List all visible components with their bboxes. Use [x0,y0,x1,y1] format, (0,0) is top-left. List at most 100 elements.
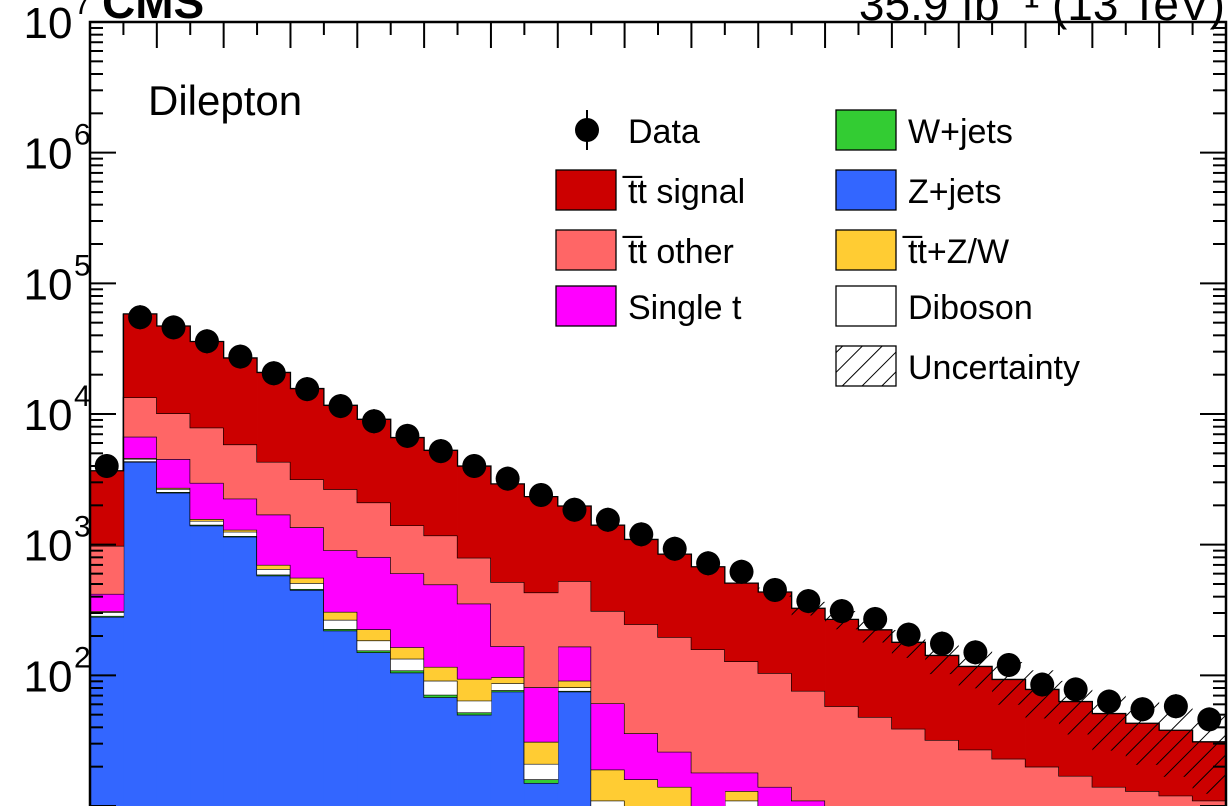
bar-zjets-4 [223,536,258,806]
bar-dib-14 [557,687,592,691]
data-point-28 [1030,672,1055,697]
data-point-12 [495,466,520,491]
bar-ttoth-9 [390,525,425,574]
legend-label-zjets: Z+jets [908,173,1002,211]
bar-ttzw-6 [290,577,325,584]
bar-ttsig-16 [624,539,659,625]
bar-ttoth-5 [257,461,291,515]
data-point-19 [729,559,754,584]
bar-zjets-7 [323,630,358,806]
bar-ttoth-1 [123,397,158,437]
bar-ttoth-32 [1159,795,1193,806]
y-tick-label-4: 10 [24,391,73,440]
bar-ttoth-28 [1025,766,1060,806]
bar-ttoth-17 [658,637,692,752]
bar-ttoth-24 [891,728,926,806]
data-point-23 [863,606,888,631]
data-point-1 [128,305,153,330]
data-point-10 [428,439,453,464]
bar-dib-10 [424,680,458,695]
bar-ttsig-5 [257,372,291,462]
bar-zjets-12 [490,691,525,806]
y-tick-label-6: 10 [24,130,73,179]
bar-ttzw-13 [524,741,559,764]
bar-dib-15 [591,800,625,806]
bar-wjets-7 [323,629,358,631]
data-point-0 [94,454,119,478]
bar-ttoth-2 [156,413,191,460]
data-point-7 [328,394,353,419]
bar-ttoth-18 [691,649,726,773]
bar-ttzw-16 [624,779,659,806]
bar-single-14 [557,646,592,681]
bar-single-19 [724,772,759,792]
bar-single-12 [490,646,525,678]
y-tick-label-7: 10 [24,0,73,48]
bar-dib-9 [390,658,425,671]
bar-ttoth-13 [524,592,559,688]
bar-ttoth-20 [758,673,793,787]
bar-ttzw-15 [591,769,625,801]
bar-wjets-12 [490,690,525,692]
bar-ttoth-25 [925,739,960,806]
data-points [94,305,1222,732]
bar-single-17 [658,751,692,787]
data-point-29 [1063,677,1088,702]
legend-box-wjets [835,109,897,151]
legend-box-ttzw [835,229,897,271]
legend-label-unc: Uncertainty [908,349,1080,387]
y-tick-label-2: 10 [24,652,73,701]
bar-zjets-3 [190,525,225,806]
bar-single-8 [357,556,392,630]
bar-zjets-8 [357,652,392,806]
bar-dib-6 [290,583,325,589]
bar-ttoth-4 [223,444,258,499]
y-tick-label-exp-2: 2 [74,641,91,674]
bar-single-0 [90,593,124,612]
bar-ttzw-19 [724,791,759,801]
bar-ttoth-10 [424,535,458,585]
bar-single-11 [457,603,492,679]
bar-dib-2 [156,488,191,492]
data-point-27 [996,652,1021,677]
category-label: Dilepton [148,77,302,124]
bar-ttoth-15 [591,610,625,704]
y-tick-label-exp-7: 7 [74,0,91,21]
bar-ttzw-3 [190,519,225,521]
bar-dib-1 [123,458,158,462]
bar-ttzw-12 [490,677,525,684]
y-tick-label-exp-6: 6 [74,119,91,152]
bar-ttoth-6 [290,479,325,528]
bar-zjets-9 [390,672,425,806]
bar-ttoth-0 [90,545,124,594]
bar-ttsig-13 [524,496,559,593]
data-point-26 [963,640,988,665]
legend-label-ttzw: t̅t+Z/W [902,233,1009,271]
bar-ttsig-22 [825,619,859,707]
bar-ttsig-21 [791,608,826,691]
data-point-6 [295,377,320,402]
legend-box-ttsig [555,169,617,211]
bar-ttoth-30 [1092,786,1127,806]
bar-dib-5 [257,569,291,575]
bar-zjets-1 [123,461,158,806]
bar-ttoth-23 [858,716,893,806]
legend-label-dib: Diboson [908,289,1033,327]
data-point-14 [562,497,587,522]
bar-wjets-10 [424,694,458,698]
bar-ttoth-14 [557,581,592,647]
bar-ttzw-8 [357,629,392,641]
data-point-18 [696,551,721,576]
legend-box-ttoth [555,229,617,271]
bar-ttzw-10 [424,666,458,681]
y-tick-label-3: 10 [24,522,73,571]
bar-ttsig-11 [457,466,492,558]
bar-ttoth-7 [323,489,358,551]
legend-label-ttoth: t̅t other [622,233,734,271]
bar-wjets-8 [357,650,392,653]
data-point-20 [762,577,787,602]
experiment-label: CMS [102,0,204,28]
bar-ttsig-20 [758,592,793,674]
legend: Data W+jets t̅t signal Z+jets t̅t other t̅t+Z… [555,109,1080,387]
bar-ttzw-5 [257,564,291,570]
